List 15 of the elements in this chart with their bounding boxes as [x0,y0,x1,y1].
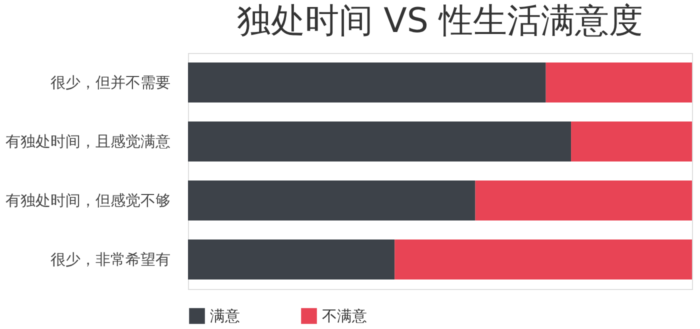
bar [475,180,692,220]
bar [546,62,692,102]
y-tick-label: 很少，但并不需要 [50,74,170,92]
legend-label: 满意 [210,307,240,325]
bar [188,180,476,220]
y-tick-label: 有独处时间，但感觉不够 [6,192,170,210]
bar [188,122,572,162]
bar [188,62,546,102]
legend-label: 不满意 [322,307,367,325]
bar [394,240,692,280]
y-tick-label: 很少，非常希望有 [50,250,170,268]
bar [188,240,395,280]
chart-title: 独处时间 VS 性生活满意度 [236,1,644,41]
y-tick-label: 有独处时间，且感觉满意 [6,132,170,150]
bar [571,122,692,162]
